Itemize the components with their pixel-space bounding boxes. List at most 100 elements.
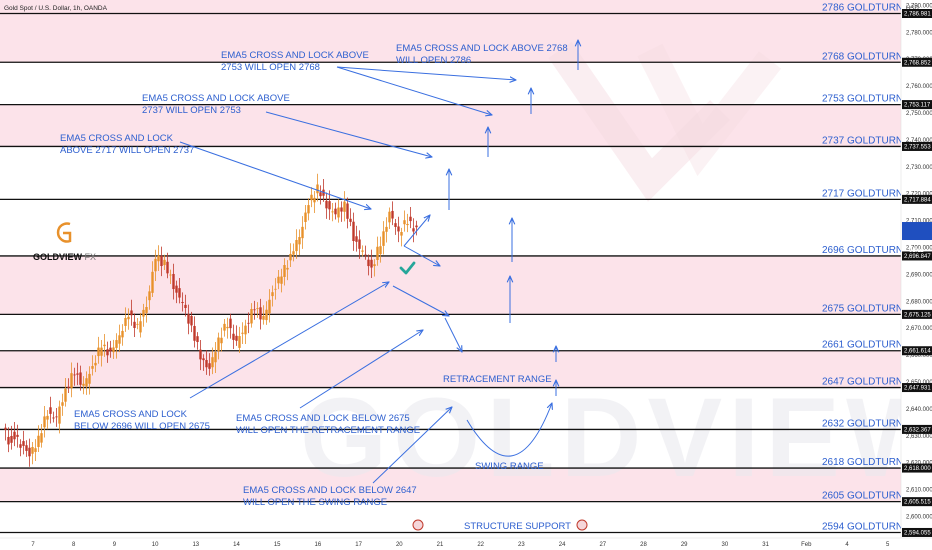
candle-body: [142, 309, 145, 317]
watermark-text: GOLDVIEW: [300, 375, 932, 500]
candle-body: [28, 447, 31, 457]
time-axis[interactable]: 7 8 9 10 13 14 15 16 17 20 21 22 23 24 27 28 29 30 31 Feb 4 5: [0, 537, 932, 550]
price-tick: 2,730.000: [906, 165, 932, 171]
level-label: 2717 GOLDTURN: [822, 188, 903, 199]
price-tick: 2,760.000: [906, 84, 932, 90]
candle-body: [382, 231, 385, 246]
candle-body: [145, 307, 148, 313]
candle-body: [226, 326, 229, 329]
candle-body: [340, 207, 343, 212]
us-flag-icon[interactable]: [412, 519, 424, 531]
level-label: 2768 GOLDTURN: [822, 51, 903, 62]
price-tick: 2,720.000: [906, 192, 932, 198]
candle-body: [376, 246, 379, 260]
candle-body: [103, 344, 106, 347]
price-scale[interactable]: USD 2,600.0002,610.0002,620.0002,630.000…: [900, 0, 932, 538]
time-tick: 21: [437, 542, 444, 548]
event-flags[interactable]: [412, 519, 588, 531]
level-tag-text: 2,661.614: [904, 349, 931, 355]
last-price-countdown: 32:11: [909, 248, 924, 254]
arrow-ann-2647: [372, 407, 452, 484]
candle-body: [388, 211, 391, 223]
candle-body: [175, 285, 178, 293]
candle-body: [238, 336, 241, 348]
annotation-2696: EMA5 CROSS AND LOCK BELOW 2696 WILL OPEN…: [74, 409, 210, 432]
level-label: 2753 GOLDTURN: [822, 94, 903, 105]
price-tick: 2,790.000: [906, 3, 932, 9]
candle-body: [406, 223, 409, 226]
annotation-arrows: [179, 40, 578, 484]
candle-body: [337, 207, 340, 218]
level-tag: [902, 497, 932, 507]
candle-body: [196, 336, 199, 343]
candle-body: [70, 373, 73, 389]
candle-body: [400, 232, 403, 236]
pink-zone-bands: [0, 0, 901, 502]
candle-body: [67, 386, 70, 388]
time-tick: 10: [152, 542, 159, 548]
candle-body: [154, 258, 157, 272]
candle-body: [49, 407, 52, 414]
band-2696: [0, 255, 901, 315]
time-tick: 22: [477, 542, 484, 548]
last-price-value: 2,706.865: [904, 241, 931, 247]
level-tags: 2,786.981 2,768.852 2,753.117 2,737.553 2,71…: [902, 9, 932, 537]
candle-body: [289, 253, 292, 261]
arrow-ann-2768: [336, 66, 492, 115]
level-tag-text: 2,647.931: [904, 386, 931, 392]
time-tick: 9: [113, 542, 117, 548]
level-tag-text: 2,786.981: [904, 12, 931, 18]
candle-body: [184, 304, 187, 309]
level-tag: [902, 141, 932, 151]
candle-body: [7, 436, 10, 445]
time-tick: 15: [274, 542, 281, 548]
candle-body: [190, 315, 193, 326]
time-tick: 5: [886, 542, 890, 548]
candle-body: [22, 441, 25, 446]
candle-body: [172, 273, 175, 290]
candle-body: [247, 322, 250, 324]
candle-body: [235, 335, 238, 341]
candle-body: [277, 276, 280, 284]
logo-brand: GOLDVIEW: [33, 252, 83, 262]
candle-body: [52, 417, 55, 419]
candle-body: [379, 246, 382, 255]
candle-body: [181, 301, 184, 304]
candle-body: [241, 332, 244, 334]
candle-body: [58, 406, 61, 424]
candle-body: [274, 288, 277, 290]
candle-body: [64, 388, 67, 402]
candle-body: [328, 201, 331, 210]
candle-body: [253, 309, 256, 311]
candle-body: [283, 265, 286, 277]
candle-body: [202, 358, 205, 361]
level-tag-text: 2,675.125: [904, 312, 931, 318]
candle-body: [79, 372, 82, 385]
level-tag: [902, 9, 932, 19]
candle-body: [76, 373, 79, 375]
level-label: 2696 GOLDTURN: [822, 245, 903, 256]
candle-body: [307, 205, 310, 214]
check-mark: [399, 261, 416, 275]
arrow-price-up: [403, 215, 430, 247]
candle-body: [127, 316, 130, 320]
candle-body: [223, 323, 226, 331]
candle-body: [97, 347, 100, 357]
time-tick: 27: [599, 542, 606, 548]
candle-body: [91, 366, 94, 369]
time-tick: 13: [192, 542, 199, 548]
annotation-2737: EMA5 CROSS AND LOCK ABOVE 2737 WILL OPEN…: [142, 93, 292, 116]
price-tick: 2,600.000: [906, 514, 932, 520]
us-flag-icon[interactable]: [576, 519, 588, 531]
candle-body: [163, 259, 166, 266]
band-2618: [0, 468, 901, 502]
candle-body: [112, 347, 115, 353]
price-tick: 2,780.000: [906, 30, 932, 36]
level-label: 2661 GOLDTURN: [822, 340, 903, 351]
candle-body: [13, 431, 16, 440]
candle-body: [415, 225, 418, 228]
candle-body: [295, 239, 298, 252]
band-top: [0, 0, 901, 14]
candle-body: [193, 325, 196, 341]
